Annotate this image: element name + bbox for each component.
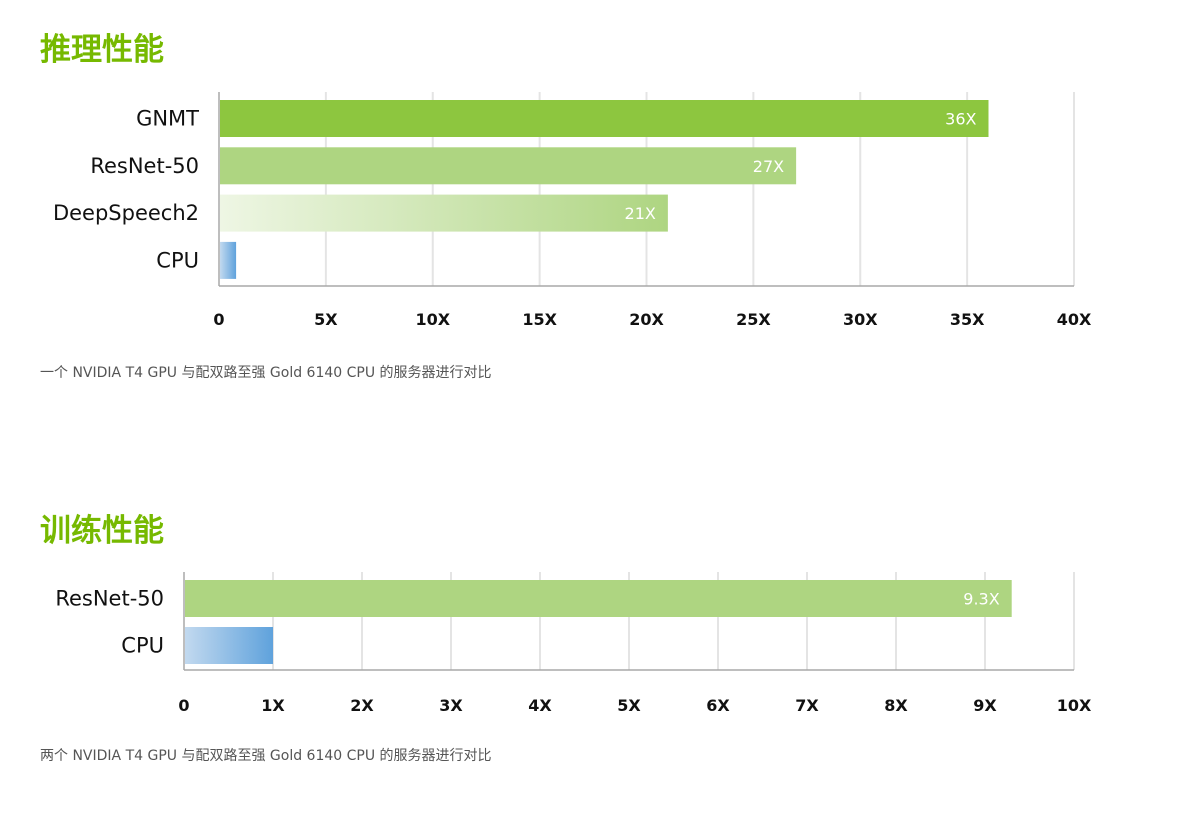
training-tick-label: 1X (261, 696, 285, 715)
training-tick-label: 3X (439, 696, 463, 715)
training-tick-label: 9X (973, 696, 997, 715)
training-category-label: ResNet-50 (55, 587, 164, 611)
inference-tick-label: 35X (950, 310, 985, 329)
inference-bar-resnet-50 (220, 147, 797, 185)
training-chart: ResNet-50 9.3X CPU 0 1X 2X 3X 4X 5X 6X 7X 8X 9X 10X (55, 572, 1092, 715)
training-note: 两个 NVIDIA T4 GPU 与配双路至强 Gold 6140 CPU 的服… (40, 748, 492, 764)
training-bar-cpu (185, 627, 273, 664)
inference-tick-label: 20X (629, 310, 664, 329)
training-title: 训练性能 (40, 513, 164, 549)
training-tick-label: 7X (795, 696, 819, 715)
inference-tick-label: 15X (522, 310, 557, 329)
inference-chart: GNMT 36X ResNet-50 27X DeepSpeech2 21X CPU 0 5X 1… (53, 92, 1092, 329)
inference-note: 一个 NVIDIA T4 GPU 与配双路至强 Gold 6140 CPU 的服… (40, 365, 492, 381)
inference-tick-label: 10X (415, 310, 450, 329)
training-bar-resnet-50 (185, 580, 1012, 617)
training-tick-label: 0 (178, 696, 189, 715)
inference-bar-deepspeech2 (220, 194, 668, 232)
inference-tick-label: 30X (843, 310, 878, 329)
training-tick-label: 6X (706, 696, 730, 715)
training-tick-label: 8X (884, 696, 908, 715)
training-tick-label: 10X (1057, 696, 1092, 715)
inference-category-label: ResNet-50 (90, 154, 199, 178)
training-category-label: CPU (121, 634, 164, 658)
inference-category-label: CPU (156, 248, 199, 272)
training-value-label: 9.3X (963, 590, 999, 609)
inference-tick-label: 5X (314, 310, 338, 329)
inference-bar-gnmt (220, 100, 989, 137)
inference-tick-label: 0 (213, 310, 224, 329)
inference-value-label: 27X (753, 157, 784, 176)
training-tick-label: 4X (528, 696, 552, 715)
inference-category-label: GNMT (136, 107, 199, 131)
training-tick-label: 5X (617, 696, 641, 715)
inference-tick-label: 25X (736, 310, 771, 329)
inference-value-label: 36X (945, 110, 976, 129)
inference-tick-label: 40X (1057, 310, 1092, 329)
training-tick-label: 2X (350, 696, 374, 715)
inference-category-label: DeepSpeech2 (53, 201, 199, 225)
inference-bar-cpu (220, 241, 237, 279)
inference-value-label: 21X (625, 204, 656, 223)
inference-title: 推理性能 (40, 32, 164, 68)
